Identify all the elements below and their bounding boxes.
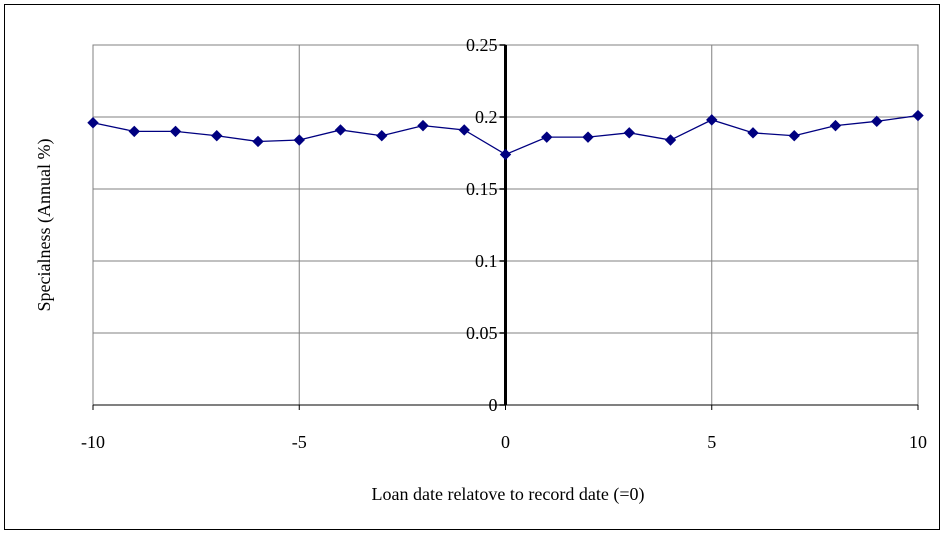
data-point	[747, 127, 759, 139]
y-tick-label: 0	[489, 395, 498, 415]
data-point	[829, 119, 842, 132]
data-point	[541, 131, 553, 143]
data-point	[458, 124, 470, 136]
y-tick-label: 0.25	[466, 35, 498, 55]
data-point	[87, 117, 99, 129]
data-point	[417, 119, 429, 132]
data-point	[582, 131, 594, 143]
data-point	[169, 125, 182, 138]
y-axis-label: Specialness (Annual %)	[34, 139, 55, 312]
data-point	[211, 130, 223, 142]
data-point	[376, 130, 388, 142]
y-tick-label: 0.05	[466, 323, 498, 343]
y-tick-label: 0.15	[466, 179, 498, 199]
x-tick-label: 5	[707, 432, 716, 452]
y-tick-label: 0.2	[475, 107, 498, 127]
x-tick-label: -5	[292, 432, 307, 452]
data-point	[128, 125, 140, 138]
data-point	[252, 135, 264, 148]
data-point	[334, 124, 347, 136]
data-point	[706, 114, 718, 126]
y-tick-label: 0.1	[475, 251, 498, 271]
tick-labels: 0 0.05 0.1 0.15 0.2 0.25 -10 -5 0 5 10	[81, 35, 927, 452]
data-point	[912, 109, 924, 122]
series-markers	[87, 109, 924, 161]
x-tick-label: 0	[501, 432, 510, 452]
x-axis-label: Loan date relatove to record date (=0)	[371, 484, 644, 505]
x-tick-label: 10	[909, 432, 927, 452]
x-tick-label: -10	[81, 432, 105, 452]
chart-frame	[4, 4, 940, 530]
data-point	[871, 115, 883, 128]
data-point	[623, 127, 635, 139]
axes	[92, 44, 919, 410]
data-point	[293, 134, 305, 146]
data-point	[499, 148, 512, 161]
data-point	[788, 130, 800, 142]
data-point	[664, 134, 677, 146]
